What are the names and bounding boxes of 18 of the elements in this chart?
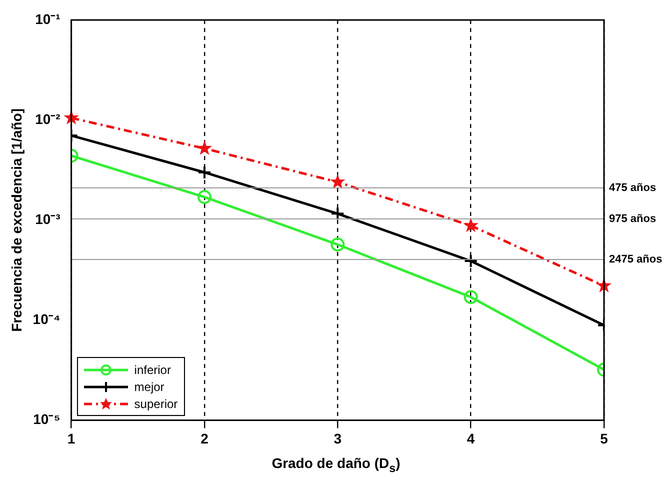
x-tick-label: 3 <box>334 430 342 446</box>
y-tick-label: 10⁻¹ <box>35 10 61 27</box>
y-tick-label: 10⁻³ <box>35 210 61 227</box>
y-axis-title: Frecuencia de excedencia [1/año] <box>8 108 24 332</box>
y-tick-label: 10⁻⁴ <box>32 311 60 328</box>
ref-line-label: 975 años <box>609 212 656 225</box>
x-tick-label: 5 <box>600 430 608 446</box>
legend-label: inferior <box>134 362 171 377</box>
x-tick-label: 2 <box>200 430 209 446</box>
y-tick-label: 10⁻⁵ <box>33 411 60 428</box>
legend-label: mejor <box>134 380 164 394</box>
ref-line-label: 2475 años <box>609 254 662 266</box>
x-tick-label: 1 <box>67 430 76 446</box>
ref-line-label: 475 años <box>609 182 656 194</box>
x-tick-label: 4 <box>466 430 475 446</box>
y-tick-label: 10⁻² <box>35 110 61 127</box>
x-axis-title: Grado de daño (D$_{s}$) <box>270 455 402 475</box>
legend-label: superior <box>134 396 178 411</box>
